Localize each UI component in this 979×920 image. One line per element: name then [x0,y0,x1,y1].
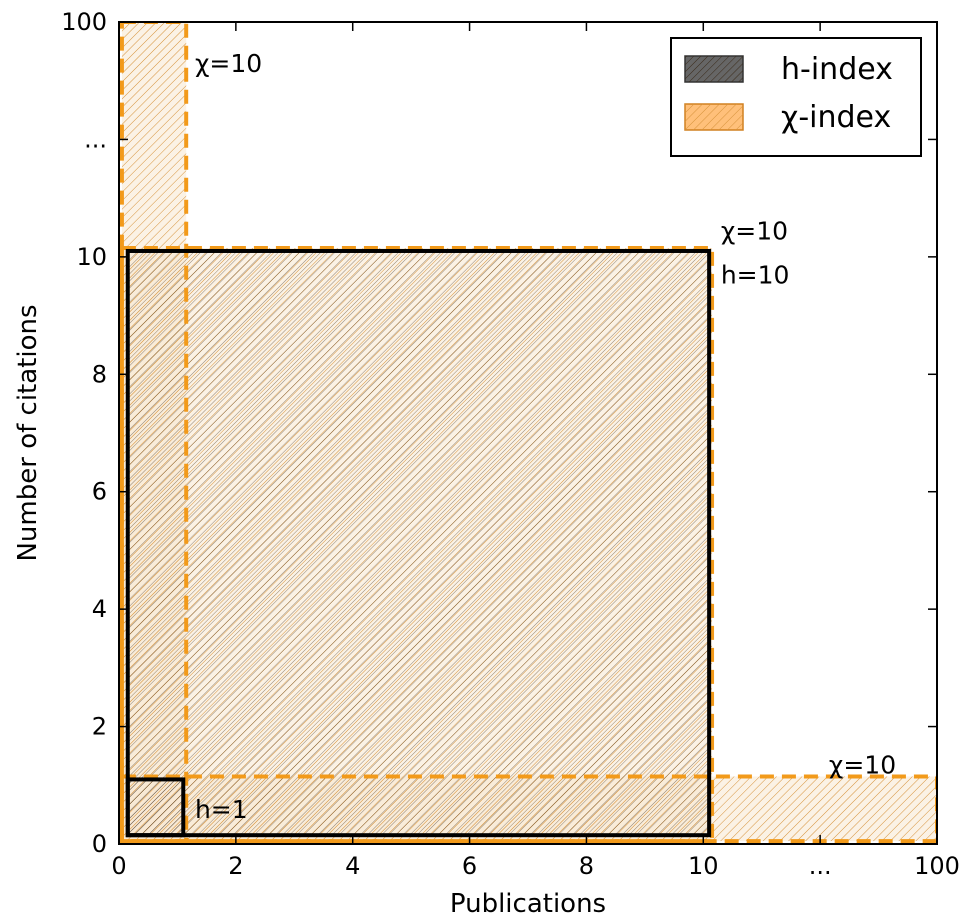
x-tick-label-4: 8 [579,852,594,880]
legend-label-0: h-index [781,52,893,87]
ticks-layer: 0 2 4 6 8 10... 100 0 2 4 6 8 10... 100 [61,8,960,880]
legend-swatch-hatch-1 [685,104,743,130]
annotations-layer: h=1 h=10 χ=10 χ=10 χ=10 [195,49,896,824]
x-tick-label-2: 4 [345,852,360,880]
h-index-region-hatch-1 [127,250,710,836]
annotation-3: χ=10 [195,49,262,78]
h-index-region-outline-1 [125,248,712,838]
y-tick-label-4: 8 [92,360,107,388]
y-tick-label-6: ... [84,125,107,153]
annotation-2: χ=10 [721,216,788,245]
legend: h-index χ-index [670,37,922,157]
legend-label-1: χ-index [781,100,891,135]
y-tick-label-0: 0 [92,830,107,858]
plot-frame [118,21,938,845]
x-tick-label-6: ... [809,852,832,880]
y-tick-label-2: 4 [92,595,107,623]
annotation-4: χ=10 [829,751,896,780]
x-axis-label: Publications [450,889,606,919]
x-tick-label-3: 6 [462,852,477,880]
y-tick-label-1: 2 [92,713,107,741]
x-tick-label-7: 100 [914,852,960,880]
x-tick-label-0: 0 [111,852,126,880]
legend-swatch-hatch-0 [685,56,743,82]
x-tick-label-5: 10 [688,852,719,880]
x-tick-label-1: 2 [228,852,243,880]
regions-layer [119,22,937,844]
y-axis-label: Number of citations [13,304,43,561]
y-tick-label-7: 100 [61,8,107,36]
annotation-0: h=1 [195,795,248,824]
annotation-1: h=10 [721,260,790,289]
y-tick-label-3: 6 [92,478,107,506]
y-tick-label-5: 10 [76,243,107,271]
